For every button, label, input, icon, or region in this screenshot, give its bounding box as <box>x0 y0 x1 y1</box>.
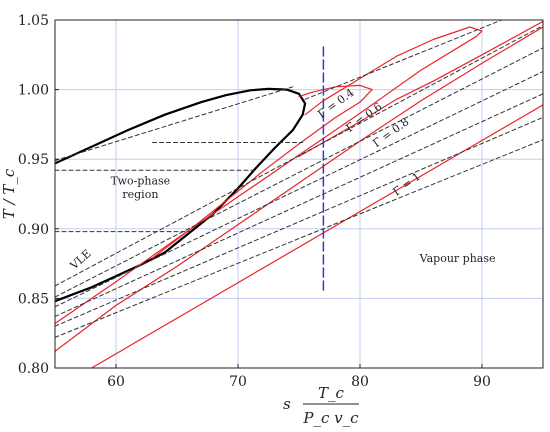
series-gamma-0.8 <box>55 20 543 352</box>
y-tick-label: 0.80 <box>18 361 49 377</box>
annotation-label: VLE <box>67 247 94 273</box>
x-tick-label: 60 <box>107 374 125 390</box>
y-tick-label: 0.95 <box>18 152 49 168</box>
x-axis-label-prefix: s <box>283 395 291 413</box>
x-tick-label: 90 <box>473 374 491 390</box>
y-tick-label: 1.00 <box>18 83 49 99</box>
annotation-label: region <box>122 188 158 201</box>
y-tick-label: 1.05 <box>18 13 49 29</box>
series-gamma-0.6 <box>55 26 483 325</box>
annotation-label: Vapour phase <box>419 252 496 265</box>
y-tick-label: 0.90 <box>18 222 49 238</box>
series-isobar-4 <box>55 71 543 308</box>
series-isobar-2 <box>55 116 543 327</box>
series-isobar-8 <box>55 86 294 162</box>
x-axis-label: s T_c P_c v_c <box>283 384 359 427</box>
annotation-label: Two-phase <box>111 174 171 187</box>
series-vle <box>55 87 307 303</box>
annotation-label: Γ = 1 <box>390 170 423 199</box>
series-gamma-0.4 <box>152 84 373 259</box>
series-isobar-5 <box>55 47 543 298</box>
y-axis-label: T / T_c <box>0 168 18 219</box>
plot-frame <box>54 19 544 369</box>
y-tick-label: 0.85 <box>18 291 49 307</box>
x-tick-label: 70 <box>229 374 247 390</box>
series-isobar-3 <box>55 93 543 317</box>
x-axis-label-numerator: T_c <box>318 384 345 402</box>
x-axis-label-denominator: P_c v_c <box>302 409 359 427</box>
plot-series <box>55 20 543 368</box>
x-tick-label: 80 <box>351 374 369 390</box>
series-isobar-1 <box>55 139 543 338</box>
series-gamma-1 <box>90 104 543 368</box>
series-isobar-7 <box>304 20 503 100</box>
axis-ticks: 60 70 80 90 0.80 0.85 0.90 0.95 1.00 1.05 <box>18 13 491 390</box>
annotation-label: Γ = 0.4 <box>315 86 356 121</box>
series-isobar-6 <box>55 25 543 287</box>
